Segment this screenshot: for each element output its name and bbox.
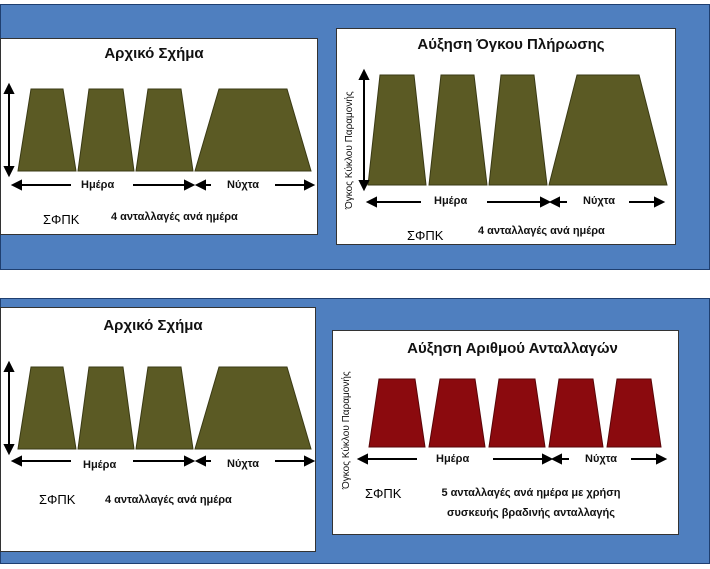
day-label: Ημέρα [81, 179, 115, 191]
exchange-trapezoid-2 [428, 74, 488, 186]
exchange-trapezoid-1 [368, 378, 426, 448]
panel-top-right-fill-volume: Αύξηση Όγκου Πλήρωσης Όγκος Κύκλου Παραμ… [336, 28, 676, 245]
dialysate-cycle-diagram [3, 360, 315, 467]
panel-title: Αρχικό Σχήμα [104, 45, 204, 62]
exchange-note: 4 ανταλλαγές ανά ημέρα [111, 211, 238, 223]
exchange-trapezoid-night [194, 366, 312, 450]
exchange-trapezoid-1 [17, 88, 77, 172]
night-label: Νύχτα [585, 453, 618, 465]
exchange-note: 5 ανταλλαγές ανά ημέρα με χρήση συσκευής… [421, 483, 641, 523]
exchange-trapezoid-night [194, 88, 312, 172]
panel-title: Αύξηση Όγκου Πλήρωσης [417, 36, 605, 53]
sfpk-label: ΣΦΠΚ [39, 492, 76, 507]
exchange-trapezoid-2 [77, 88, 135, 172]
panel-bottom-left-initial: Αρχικό Σχήμα Ημέρα Νύχτα ΣΦΠΚ 4 ανταλλαγ… [0, 307, 316, 552]
night-label: Νύχτα [227, 458, 260, 470]
dialysate-cycle-diagram [3, 82, 316, 191]
exchange-note: 4 ανταλλαγές ανά ημέρα [478, 225, 605, 237]
day-label: Ημέρα [434, 195, 468, 207]
exchange-note: 4 ανταλλαγές ανά ημέρα [105, 494, 232, 506]
exchange-trapezoid-4 [548, 378, 604, 448]
exchange-trapezoid-3 [488, 378, 546, 448]
exchange-note-line-1: 5 ανταλλαγές ανά ημέρα με χρήση [441, 487, 621, 499]
night-label: Νύχτα [227, 179, 260, 191]
dialysate-cycle-diagram [358, 68, 668, 208]
panel-title: Αύξηση Αριθμού Ανταλλαγών [407, 340, 618, 357]
exchange-trapezoid-1 [367, 74, 427, 186]
day-label: Ημέρα [436, 453, 470, 465]
exchange-trapezoid-5 [606, 378, 662, 448]
exchange-trapezoid-3 [488, 74, 548, 186]
sfpk-label: ΣΦΠΚ [407, 228, 444, 243]
panel-title: Αρχικό Σχήμα [103, 317, 203, 334]
exchange-trapezoid-2 [428, 378, 486, 448]
exchange-trapezoid-2 [77, 366, 135, 450]
panel-bottom-right-exchanges: Αύξηση Αριθμού Ανταλλαγών Όγκος Κύκλου Π… [332, 330, 679, 535]
sfpk-label: ΣΦΠΚ [365, 486, 402, 501]
sfpk-label: ΣΦΠΚ [43, 212, 80, 227]
exchange-trapezoid-1 [17, 366, 77, 450]
exchange-trapezoid-night [548, 74, 668, 186]
exchange-trapezoid-3 [135, 88, 194, 172]
day-label: Ημέρα [83, 459, 117, 471]
night-label: Νύχτα [583, 195, 616, 207]
exchange-note-line-2: συσκευής βραδινής ανταλλαγής [447, 507, 615, 519]
panel-top-left-initial: Αρχικό Σχήμα Ημέρα Νύχτα ΣΦΠΚ 4 ανταλλαγ… [0, 38, 318, 235]
exchange-trapezoid-3 [135, 366, 194, 450]
dialysate-cycle-diagram [356, 378, 668, 465]
